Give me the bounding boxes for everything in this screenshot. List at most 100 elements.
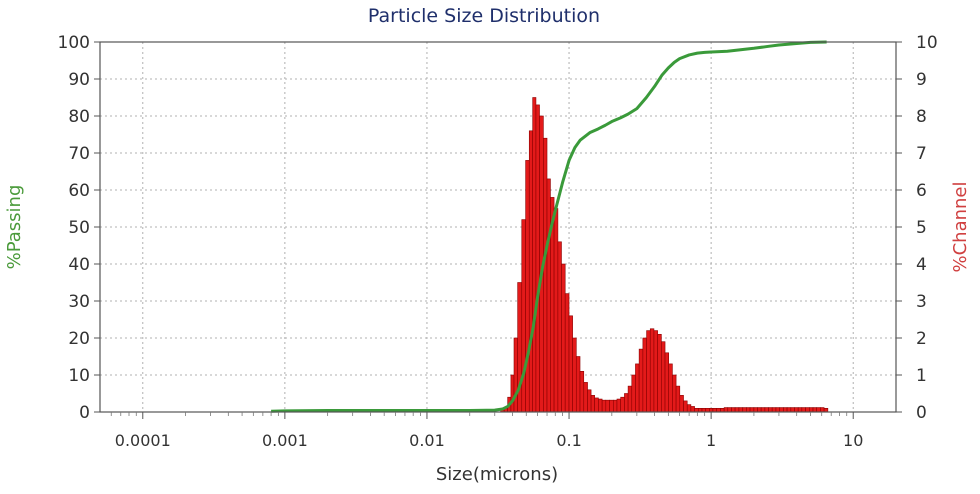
channel-bar [679,395,684,413]
left-tick-label: 10 [68,366,90,386]
channel-bar [786,407,792,413]
channel-bar [646,330,651,413]
channel-bar [775,407,781,413]
channel-bar [771,407,777,413]
channel-bar [746,407,751,413]
left-tick-label: 0 [79,403,90,423]
chart-title: Particle Size Distribution [368,5,600,27]
channel-bar [734,407,740,413]
right-tick-label: 9 [916,70,927,90]
channel-bar [598,398,603,413]
channel-bar [764,407,769,413]
channel-bar [546,178,551,413]
channel-bar [805,407,810,413]
channel-bar [760,407,766,413]
channel-bar [587,389,592,413]
x-tick-label: 0.1 [556,431,581,450]
right-tick-label: 2 [916,329,927,349]
grid-lines [100,42,896,412]
channel-bar [594,397,599,413]
left-tick-label: 50 [68,218,90,238]
channel-bar [609,399,614,413]
x-tick-label: 0.001 [262,431,308,450]
channel-bar [543,137,548,413]
left-tick-label: 80 [68,107,90,127]
right-tick-label: 0 [916,403,927,423]
right-tick-label: 5 [916,218,927,238]
x-tick-label: 0.0001 [115,431,171,450]
channel-bar [664,352,670,413]
channel-bar [616,398,621,413]
channel-bar [757,407,762,413]
channel-bar [661,341,666,413]
channel-bar [601,399,607,413]
channel-bar [535,104,540,413]
channel-bar [590,395,595,413]
channel-bar [635,363,640,413]
channel-bar [742,407,747,413]
left-tick-label: 30 [68,292,90,312]
channel-bar [801,407,806,413]
channel-bar [564,293,570,413]
right-tick-label: 3 [916,292,927,312]
passing-line [271,40,827,413]
left-tick-label: 40 [68,255,90,275]
channel-bar [683,400,688,413]
channel-bar [627,385,633,413]
channel-bar [686,404,692,413]
left-tick-label: 100 [58,33,90,53]
channel-bar [783,407,788,413]
passing-line-path [271,40,827,413]
right-tick-label: 7 [916,144,927,164]
left-axis-ticks: 0 10 20 30 40 50 60 70 80 90 100 [58,33,100,423]
right-tick-label: 6 [916,181,927,201]
channel-bar [575,356,581,413]
left-tick-label: 20 [68,329,90,349]
channel-bar [532,97,537,413]
channel-bar [690,406,695,413]
channel-bar [557,241,562,413]
channel-bar [731,407,736,413]
channel-bar [779,407,784,413]
channel-bar [642,337,647,413]
channel-bar [624,393,629,413]
left-axis-label: %Passing [4,185,25,270]
channel-bar [613,399,618,413]
x-tick-label: 1 [706,431,716,450]
left-tick-label: 70 [68,144,90,164]
channel-bar [572,337,577,413]
right-tick-label: 1 [916,366,927,386]
channel-bar [638,348,644,413]
right-axis-label: %Channel [950,181,971,272]
channel-bar [579,370,585,413]
channel-bar [809,407,814,413]
channel-bar [797,407,803,413]
channel-bar [620,396,625,413]
right-axis-ticks: 0 1 2 3 4 5 6 7 8 9 10 [896,33,938,423]
right-tick-label: 8 [916,107,927,127]
channel-bar [649,328,655,413]
channel-bar [525,160,530,413]
left-tick-label: 60 [68,181,90,201]
channel-bar [657,333,662,413]
channel-bar [568,315,573,413]
channel-bar [553,208,559,413]
right-tick-label: 4 [916,255,927,275]
x-axis-label: Size(microns) [436,464,558,485]
left-tick-label: 90 [68,70,90,90]
channel-bar [510,374,515,413]
channel-bar [653,330,658,413]
channel-bar [812,407,817,413]
channel-bar [749,407,755,413]
channel-bar [794,407,799,413]
x-axis-ticks: 0.0001 0.001 0.01 0.1 1 10 [110,412,863,450]
channel-bar [528,130,533,413]
x-tick-label: 10 [843,431,863,450]
channel-bar [583,382,588,413]
channel-bar [768,407,773,413]
channel-bar [521,219,526,413]
channel-bar [820,407,825,413]
channel-bar [631,374,636,413]
x-tick-label: 0.01 [409,431,445,450]
